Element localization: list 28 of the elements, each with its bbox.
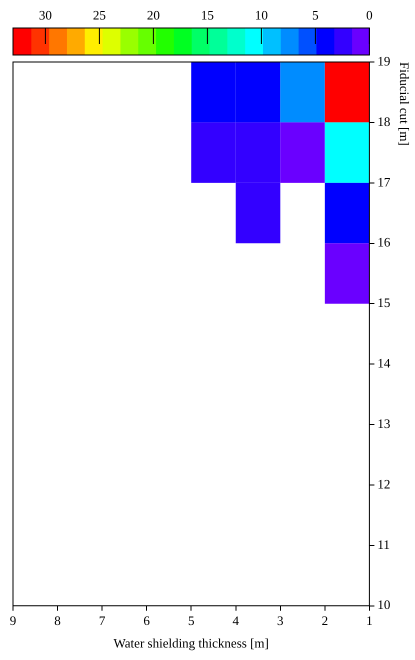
color-bar-label: 30	[38, 8, 52, 23]
color-bar-label: 25	[92, 8, 106, 23]
y-tick-label: 16	[377, 234, 391, 250]
y-tick-label: 19	[377, 53, 390, 68]
y-tick-label: 10	[377, 597, 390, 612]
color-bar-label: 10	[254, 8, 268, 23]
color-bar-label: 0	[366, 8, 373, 23]
color-bar-label: 20	[146, 8, 160, 23]
x-tick-label: 1	[366, 613, 373, 628]
x-tick-label: 4	[232, 613, 240, 628]
color-bar-label: 5	[312, 8, 319, 23]
y-tick-label: 13	[377, 416, 390, 431]
y-tick-label: 14	[377, 356, 391, 371]
color-bar-label: 15	[200, 8, 214, 23]
x-tick-label: 5	[188, 613, 194, 628]
x-tick-label: 3	[277, 613, 284, 628]
y-tick-label: 17	[377, 174, 391, 190]
x-axis-title: Water shielding thickness [m]	[114, 636, 269, 651]
y-tick-label: 18	[377, 114, 390, 129]
y-tick-label: 12	[377, 476, 390, 492]
x-tick-label: 9	[10, 613, 16, 628]
y-axis-title: Fiducial cut [m]	[396, 62, 412, 146]
x-tick-label: 2	[322, 613, 328, 628]
x-tick-label: 7	[98, 613, 106, 628]
y-tick-label: 11	[377, 536, 390, 552]
x-tick-label: 6	[143, 613, 150, 628]
x-tick-label: 8	[54, 613, 61, 628]
y-tick-label: 15	[377, 295, 390, 310]
